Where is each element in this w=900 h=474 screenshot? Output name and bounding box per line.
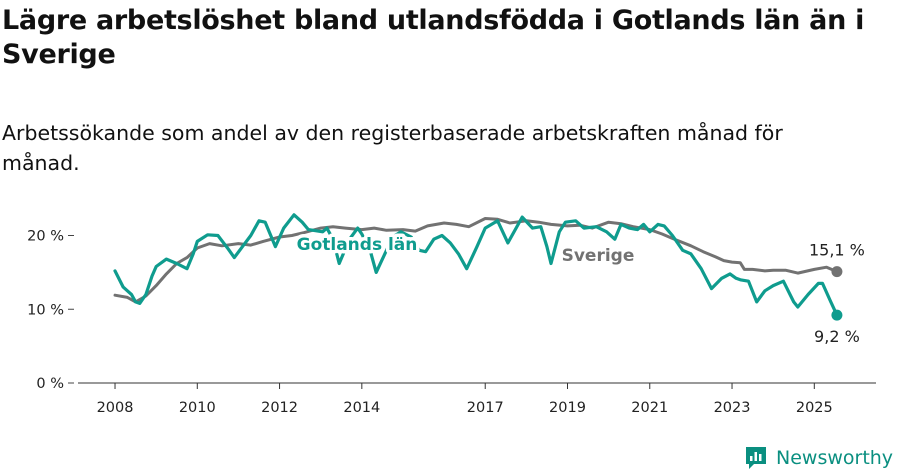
brand-name: Newsworthy (776, 447, 894, 469)
x-tick-label: 2025 (796, 400, 833, 416)
x-tick-label: 2021 (631, 400, 668, 416)
end-label-gotland: 9,2 % (814, 327, 860, 346)
y-tick-label: 10 % (27, 302, 64, 318)
end-label-sverige: 15,1 % (809, 241, 865, 260)
y-tick-label: 20 % (27, 229, 64, 245)
x-tick-label: 2023 (714, 400, 751, 416)
series-layer (113, 213, 843, 321)
chart-title: Lägre arbetslöshet bland utlandsfödda i … (2, 5, 865, 70)
brand-logo: Newsworthy (744, 444, 893, 472)
y-tick-label: 0 % (36, 376, 64, 392)
x-tick-label: 2008 (97, 400, 134, 416)
chart-subtitle: Arbetssökande som andel av den registerb… (2, 121, 783, 175)
x-tick-label: 2014 (343, 400, 380, 416)
newsworthy-logo-icon (746, 447, 766, 469)
series-line-gotland (113, 213, 839, 317)
x-tick-label: 2012 (261, 400, 298, 416)
y-axis: 0 % 10 % 20 % (27, 229, 74, 392)
end-point-sverige (831, 266, 843, 278)
x-tick-label: 2019 (549, 400, 586, 416)
x-tick-label: 2010 (179, 400, 216, 416)
end-point-gotland (831, 309, 843, 321)
series-line-sverige (113, 217, 839, 304)
x-tick-label: 2017 (467, 400, 504, 416)
series-label-sverige: Sverige (562, 246, 635, 266)
series-label-gotland-halo: Gotlands län (297, 235, 418, 255)
x-axis: 2008 2010 2012 2014 2017 2019 2021 2023 2025 (78, 382, 876, 416)
series-label-sverige-halo: Sverige (562, 246, 635, 266)
series-label-gotland: Gotlands län (297, 235, 418, 255)
